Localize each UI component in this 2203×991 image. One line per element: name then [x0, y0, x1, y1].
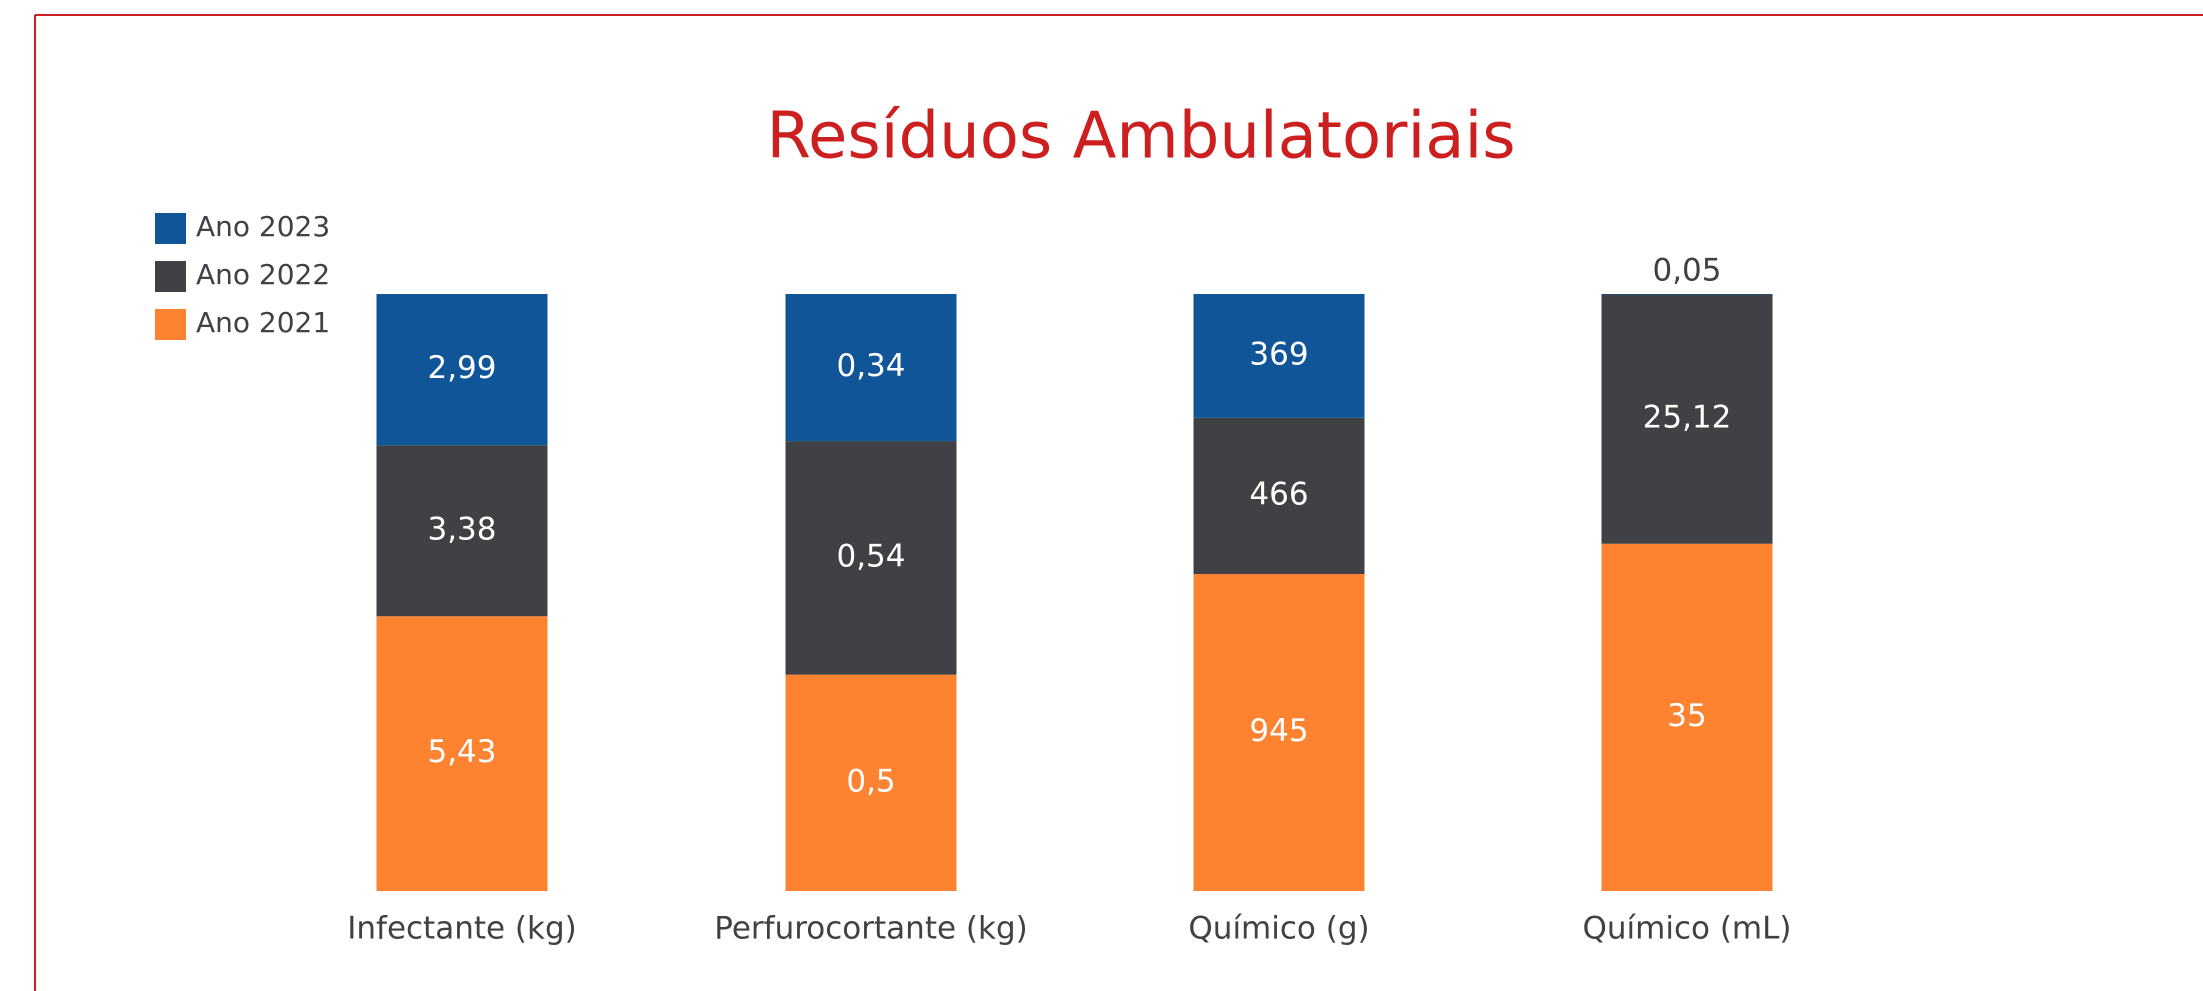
bar-segment	[785, 441, 957, 675]
bar-segment	[1601, 543, 1773, 891]
legend-swatch	[155, 261, 186, 292]
x-tick-label: Infectante (kg)	[347, 911, 577, 947]
legend-swatch	[155, 309, 186, 340]
bar-segment	[376, 445, 548, 617]
data-label: 466	[1249, 476, 1308, 512]
bar-segment	[1193, 294, 1365, 418]
data-label: 25,12	[1643, 400, 1732, 436]
bar-segment	[1601, 294, 1773, 544]
legend-label: Ano 2022	[196, 258, 330, 291]
bar-segment	[1193, 417, 1365, 575]
bar-segment	[785, 674, 957, 891]
data-label: 2,99	[427, 350, 496, 386]
data-label: 369	[1249, 336, 1308, 372]
data-label: 0,54	[836, 538, 905, 574]
data-label: 35	[1667, 698, 1706, 734]
x-tick-label: Químico (g)	[1188, 911, 1369, 947]
data-label: 5,43	[427, 734, 496, 770]
x-tick-label: Químico (mL)	[1583, 911, 1792, 947]
bar-segment	[376, 294, 548, 446]
bar-segment	[376, 616, 548, 891]
bar-segment	[1193, 574, 1365, 891]
legend-swatch	[155, 213, 186, 244]
chart-title: Resíduos Ambulatoriais	[766, 100, 1515, 174]
data-label: 3,38	[427, 511, 496, 547]
legend-label: Ano 2023	[196, 210, 330, 243]
data-label: 945	[1249, 713, 1308, 749]
bar-segment	[785, 294, 957, 442]
data-label: 0,34	[836, 348, 905, 384]
data-label: 0,05	[1652, 253, 1721, 289]
legend-label: Ano 2021	[196, 306, 330, 339]
data-label: 0,5	[846, 763, 895, 799]
x-tick-label: Perfurocortante (kg)	[714, 911, 1027, 947]
